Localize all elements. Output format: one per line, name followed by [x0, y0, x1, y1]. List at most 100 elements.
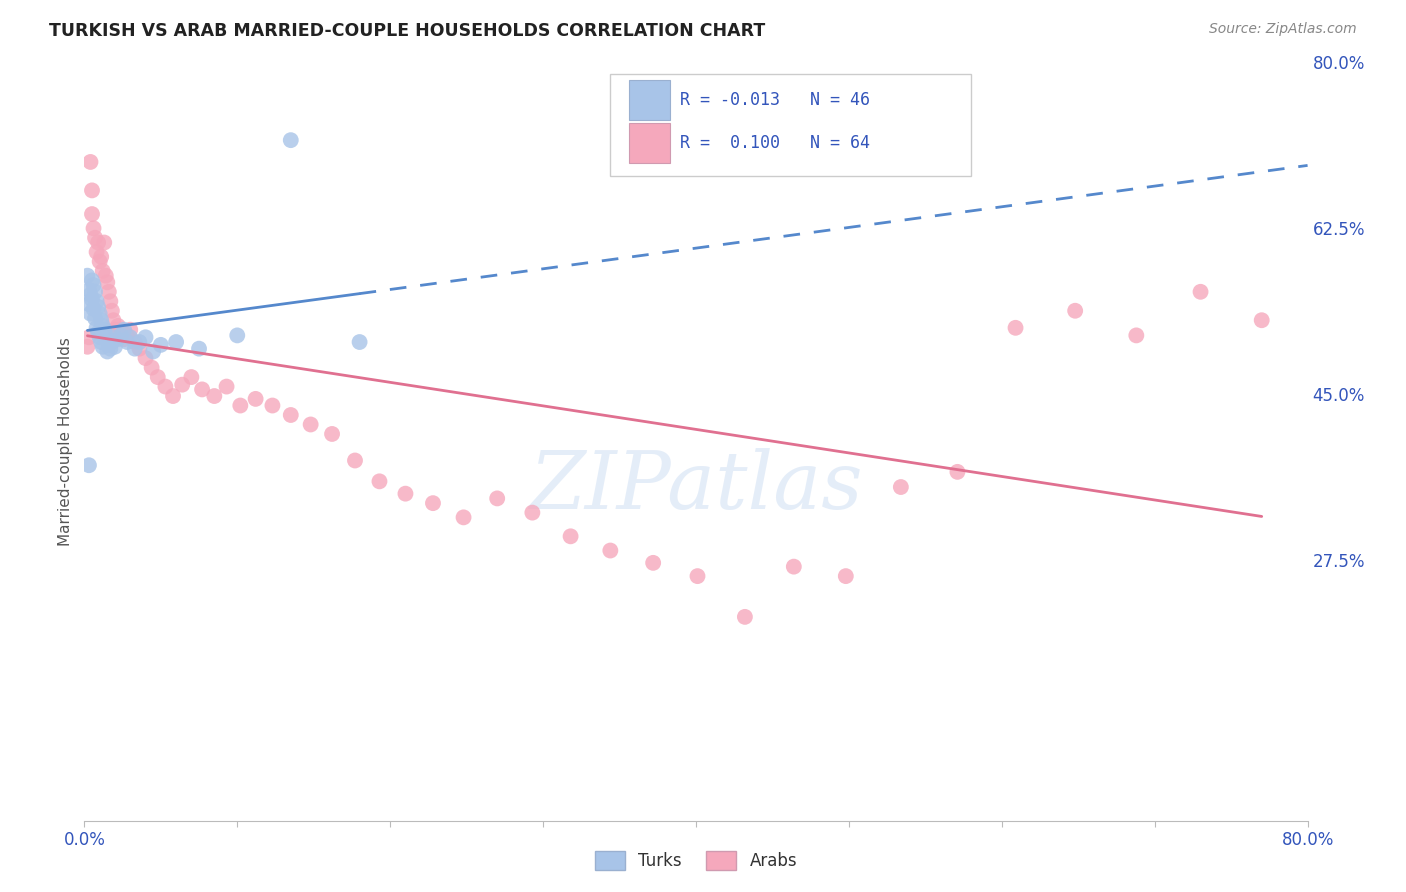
Point [77, 297, 100, 311]
Point [96, 275, 118, 289]
Point [87, 235, 110, 250]
Point [1189, 285, 1212, 299]
Point [79, 307, 101, 321]
Point [453, 510, 475, 524]
Point [89, 254, 111, 268]
Point [94, 328, 117, 343]
Point [76, 268, 98, 283]
Point [191, 383, 214, 397]
Point [83, 221, 105, 235]
Point [202, 389, 225, 403]
Point [110, 328, 132, 343]
Point [734, 610, 756, 624]
Point [86, 244, 108, 259]
Point [1004, 320, 1026, 334]
Text: R =  0.100   N = 64: R = 0.100 N = 64 [681, 134, 870, 152]
Point [172, 377, 194, 392]
Point [103, 313, 125, 327]
Point [112, 323, 135, 337]
Point [686, 569, 709, 583]
Point [321, 427, 343, 442]
Point [188, 342, 211, 356]
Point [90, 334, 112, 349]
Point [84, 231, 107, 245]
Point [120, 323, 142, 337]
Point [86, 320, 108, 334]
Point [91, 318, 114, 333]
Point [368, 475, 391, 489]
Point [98, 294, 121, 309]
Text: Source: ZipAtlas.com: Source: ZipAtlas.com [1209, 22, 1357, 37]
Point [101, 303, 124, 318]
Point [890, 480, 912, 494]
Point [124, 342, 146, 356]
Point [343, 453, 366, 467]
Point [229, 399, 252, 413]
Point [80, 293, 103, 307]
Point [91, 264, 114, 278]
Point [120, 330, 142, 344]
Point [155, 379, 177, 393]
Point [215, 379, 238, 393]
Point [522, 506, 544, 520]
Point [86, 294, 108, 309]
Point [104, 340, 127, 354]
Point [135, 351, 157, 366]
Point [128, 334, 150, 349]
Point [299, 417, 322, 432]
Point [98, 342, 121, 356]
Text: R = -0.013   N = 46: R = -0.013 N = 46 [681, 91, 870, 109]
Point [115, 328, 138, 343]
Point [97, 338, 120, 352]
Point [80, 207, 103, 221]
Point [80, 273, 103, 287]
Point [76, 340, 98, 354]
Point [94, 268, 117, 283]
Point [486, 491, 509, 506]
Point [77, 458, 100, 473]
FancyBboxPatch shape [628, 80, 671, 120]
Point [87, 300, 110, 314]
Point [128, 342, 150, 356]
Point [162, 389, 184, 403]
Point [262, 399, 284, 413]
Point [96, 344, 118, 359]
Point [103, 330, 125, 344]
FancyBboxPatch shape [628, 123, 671, 162]
Point [112, 332, 135, 346]
Point [93, 235, 115, 250]
Point [135, 330, 157, 344]
Point [84, 285, 107, 299]
Point [83, 301, 105, 316]
Point [560, 529, 582, 543]
Point [394, 486, 416, 500]
Text: TURKISH VS ARAB MARRIED-COUPLE HOUSEHOLDS CORRELATION CHART: TURKISH VS ARAB MARRIED-COUPLE HOUSEHOLD… [49, 22, 765, 40]
Point [280, 133, 302, 147]
Point [245, 392, 267, 406]
Y-axis label: Married-couple Households: Married-couple Households [58, 337, 73, 546]
Point [142, 344, 165, 359]
Point [83, 278, 105, 293]
Point [946, 465, 969, 479]
Point [835, 569, 858, 583]
Point [165, 334, 187, 349]
Point [89, 330, 111, 344]
Point [110, 323, 132, 337]
Point [90, 313, 112, 327]
Point [107, 332, 129, 346]
Point [1250, 313, 1272, 327]
Point [84, 311, 107, 326]
Point [87, 326, 110, 340]
Point [146, 370, 169, 384]
Point [349, 334, 371, 349]
Point [80, 183, 103, 197]
Point [280, 408, 302, 422]
FancyBboxPatch shape [610, 74, 972, 177]
Point [422, 496, 444, 510]
Point [226, 328, 249, 343]
Point [97, 285, 120, 299]
Point [783, 559, 806, 574]
Point [149, 338, 172, 352]
Point [79, 155, 101, 169]
Point [124, 334, 146, 349]
